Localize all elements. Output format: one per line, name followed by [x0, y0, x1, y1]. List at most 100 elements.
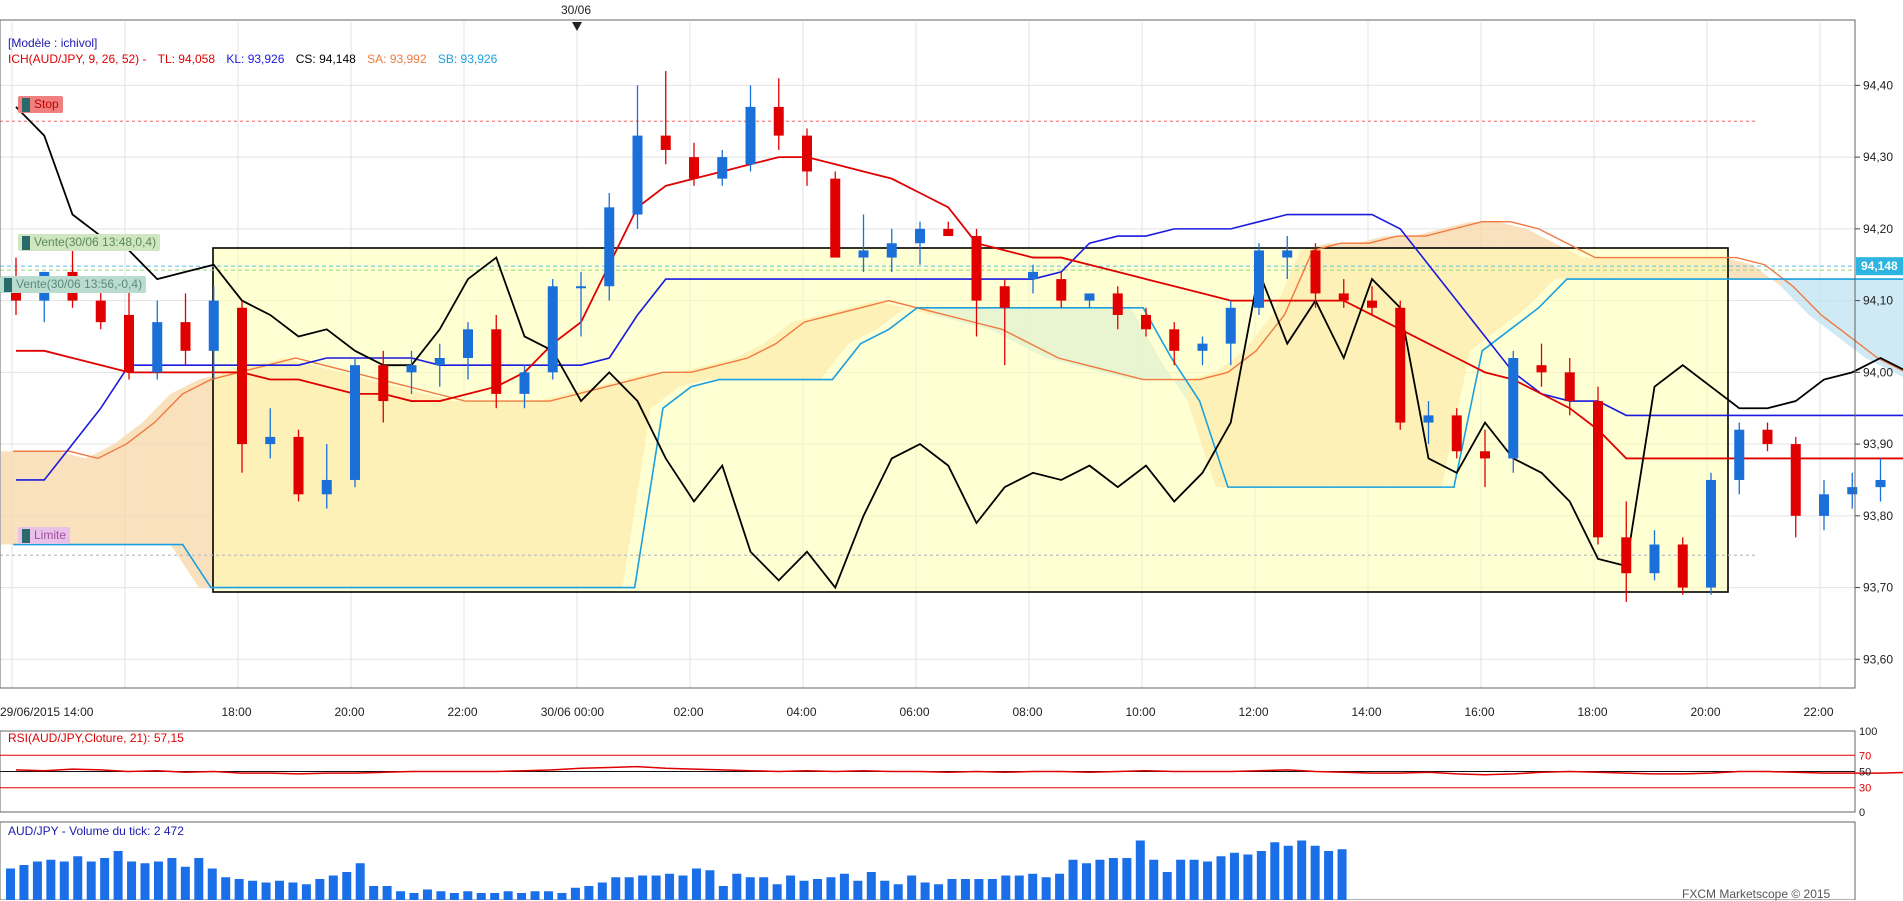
volume-bar	[624, 877, 634, 900]
volume-bar	[1270, 842, 1280, 900]
main-panel-frame	[0, 19, 1856, 689]
sell-order-tag-2[interactable]: Vente(30/06 13:56,-0,4)	[0, 276, 147, 293]
volume-bar	[759, 877, 769, 900]
candle-body	[689, 157, 699, 179]
candle-body	[1169, 329, 1180, 351]
volume-bar	[1014, 875, 1024, 900]
volume-bar	[234, 879, 244, 900]
tl-value: TL: 94,058	[157, 52, 215, 66]
rsi-label: RSI(AUD/JPY,Cloture, 21): 57,15	[8, 731, 184, 745]
cloud-segment	[29, 451, 58, 545]
volume-bar	[544, 891, 553, 900]
candle-body	[660, 135, 671, 150]
candle-body	[717, 157, 728, 179]
sell-order-tag-1[interactable]: Vente(30/06 13:48,0,4)	[18, 234, 161, 251]
volume-bar	[920, 882, 930, 900]
volume-bar	[570, 887, 580, 900]
candle-body	[745, 106, 756, 165]
candle-body	[152, 322, 163, 373]
time-tick-label: 22:00	[448, 705, 478, 719]
senkou-a-line	[13, 220, 1903, 460]
candle-body	[378, 365, 389, 402]
price-tick-label: 93,80	[1863, 509, 1893, 523]
volume-bar	[127, 861, 137, 900]
ichimoku-lines	[13, 106, 1903, 590]
volume-bar	[947, 879, 957, 900]
candle-body	[1451, 415, 1462, 452]
volume-bar	[19, 865, 29, 900]
volume-bar	[6, 868, 15, 900]
volume-bar	[275, 880, 284, 900]
kl-value: KL: 93,926	[226, 52, 285, 66]
volume-bar	[369, 886, 379, 900]
cloud-segment	[1893, 279, 1903, 378]
senkou-b-line	[13, 278, 1903, 589]
candle-body	[11, 286, 21, 301]
volume-bar	[934, 884, 944, 900]
candle-body	[95, 300, 106, 323]
candle-body	[434, 358, 445, 366]
kijun-line	[16, 213, 1903, 481]
candle-body	[1056, 279, 1067, 301]
time-tick-label: 14:00	[1352, 705, 1382, 719]
volume-bar	[1149, 859, 1159, 900]
candle-body	[1677, 544, 1688, 588]
volume-bar	[328, 875, 338, 900]
cloud-segment	[57, 451, 86, 545]
time-tick-label: 18:00	[222, 705, 252, 719]
current-price-label: 94,148	[1861, 259, 1898, 273]
candle-body	[208, 300, 219, 351]
stop-order-tag[interactable]: Stop	[18, 96, 63, 113]
cloud-segment	[1752, 264, 1781, 287]
candle-body	[1480, 451, 1490, 459]
sell-order-label-1: Vente(30/06 13:48,0,4)	[34, 235, 157, 249]
volume-bar	[813, 879, 822, 900]
volume-bar	[342, 872, 352, 900]
volume-bar	[436, 891, 446, 900]
limit-order-tag[interactable]: Limite	[18, 527, 71, 544]
candle-body	[237, 307, 247, 445]
cloud-segment	[85, 444, 114, 545]
volume-bar	[611, 877, 621, 900]
time-tick-label: 30/06 00:00	[541, 705, 605, 719]
volume-bar	[86, 861, 96, 900]
candle-body	[1028, 271, 1038, 280]
volume-bar	[1041, 877, 1051, 900]
volume-bar	[839, 873, 849, 900]
volume-bar	[1189, 859, 1199, 900]
volume-bar	[530, 891, 540, 900]
time-tick-label: 10:00	[1126, 705, 1156, 719]
volume-bar	[194, 858, 204, 900]
price-tick-label: 93,90	[1863, 437, 1893, 451]
volume-bar	[1243, 854, 1253, 900]
price-tick-label: 93,60	[1863, 652, 1893, 666]
grip-icon	[4, 277, 12, 292]
cloud-segment	[1724, 257, 1753, 280]
rsi-level-label: 70	[1859, 750, 1871, 762]
volume-bar	[745, 877, 755, 900]
volume-bar	[691, 868, 701, 900]
candle-body	[1847, 487, 1858, 495]
cloud-segment	[1780, 279, 1809, 315]
candle-body	[321, 479, 332, 495]
volume-bar	[974, 879, 984, 900]
volume-bar	[59, 861, 69, 900]
rsi-level-label: 50	[1859, 767, 1871, 779]
volume-bar	[732, 873, 742, 900]
limit-label: Limite	[34, 528, 67, 542]
stop-label: Stop	[34, 97, 59, 111]
volume-bar	[705, 870, 715, 900]
candle-body	[1762, 429, 1773, 445]
sell-order-label-2: Vente(30/06 13:56,-0,4)	[16, 277, 143, 291]
volume-bar	[463, 891, 473, 900]
volume-bar	[1108, 858, 1118, 900]
candle-body	[1423, 415, 1434, 423]
volume-bar	[1203, 861, 1213, 900]
candle-body	[830, 178, 841, 258]
candle-body	[1790, 444, 1801, 516]
grip-icon	[22, 528, 30, 543]
volume-bar	[651, 875, 661, 900]
volume-bar	[288, 882, 298, 900]
date-marker-label: 30/06	[561, 3, 591, 17]
